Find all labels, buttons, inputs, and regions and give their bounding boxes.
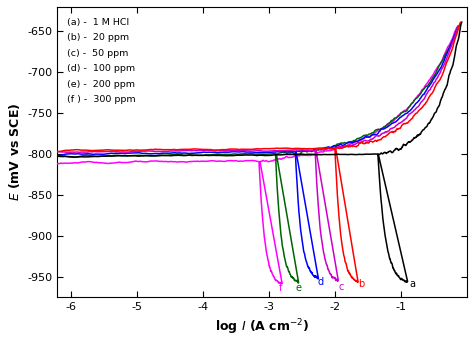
Text: a: a	[409, 279, 415, 289]
Text: f: f	[279, 283, 282, 293]
Text: e: e	[295, 283, 301, 293]
Text: (d) -  100 ppm: (d) - 100 ppm	[67, 64, 136, 73]
Y-axis label: $E$ (mV vs SCE): $E$ (mV vs SCE)	[7, 103, 22, 201]
Text: (a) -  1 M HCl: (a) - 1 M HCl	[67, 18, 129, 26]
Text: b: b	[358, 279, 365, 289]
Text: (c) -  50 ppm: (c) - 50 ppm	[67, 49, 129, 57]
Text: (b) -  20 ppm: (b) - 20 ppm	[67, 33, 129, 42]
Text: (e) -  200 ppm: (e) - 200 ppm	[67, 80, 136, 89]
X-axis label: log $I$ (A cm$^{-2}$): log $I$ (A cm$^{-2}$)	[215, 318, 310, 337]
Text: d: d	[317, 277, 323, 287]
Text: c: c	[338, 282, 344, 292]
Text: (f ) -  300 ppm: (f ) - 300 ppm	[67, 95, 136, 104]
